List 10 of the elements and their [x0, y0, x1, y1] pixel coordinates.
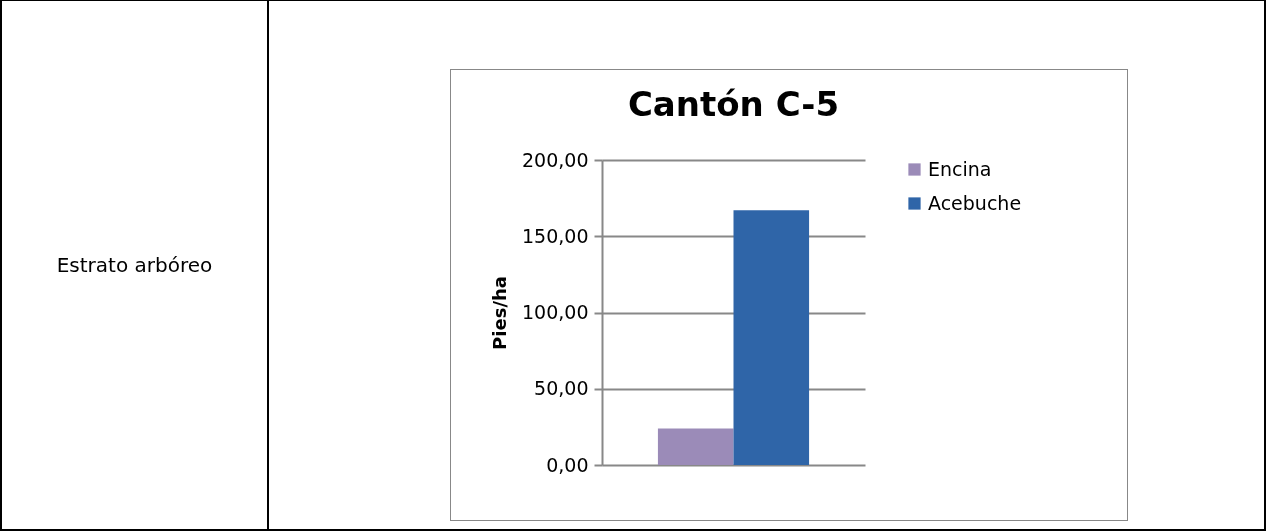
legend-label: Encina	[928, 157, 992, 180]
y-tick-label: 200,00	[522, 148, 589, 171]
legend-label: Acebuche	[928, 191, 1022, 214]
y-axis-title: Pies/ha	[489, 276, 511, 350]
chart-title: Cantón C-5	[627, 84, 840, 124]
y-tick-label: 150,00	[522, 224, 589, 247]
y-tick-label: 100,00	[522, 301, 589, 323]
y-tick-label: 0,00	[546, 453, 589, 476]
text: Estrato arbóreo	[1, 0, 268, 530]
y-tick-label: 50,00	[534, 377, 589, 400]
